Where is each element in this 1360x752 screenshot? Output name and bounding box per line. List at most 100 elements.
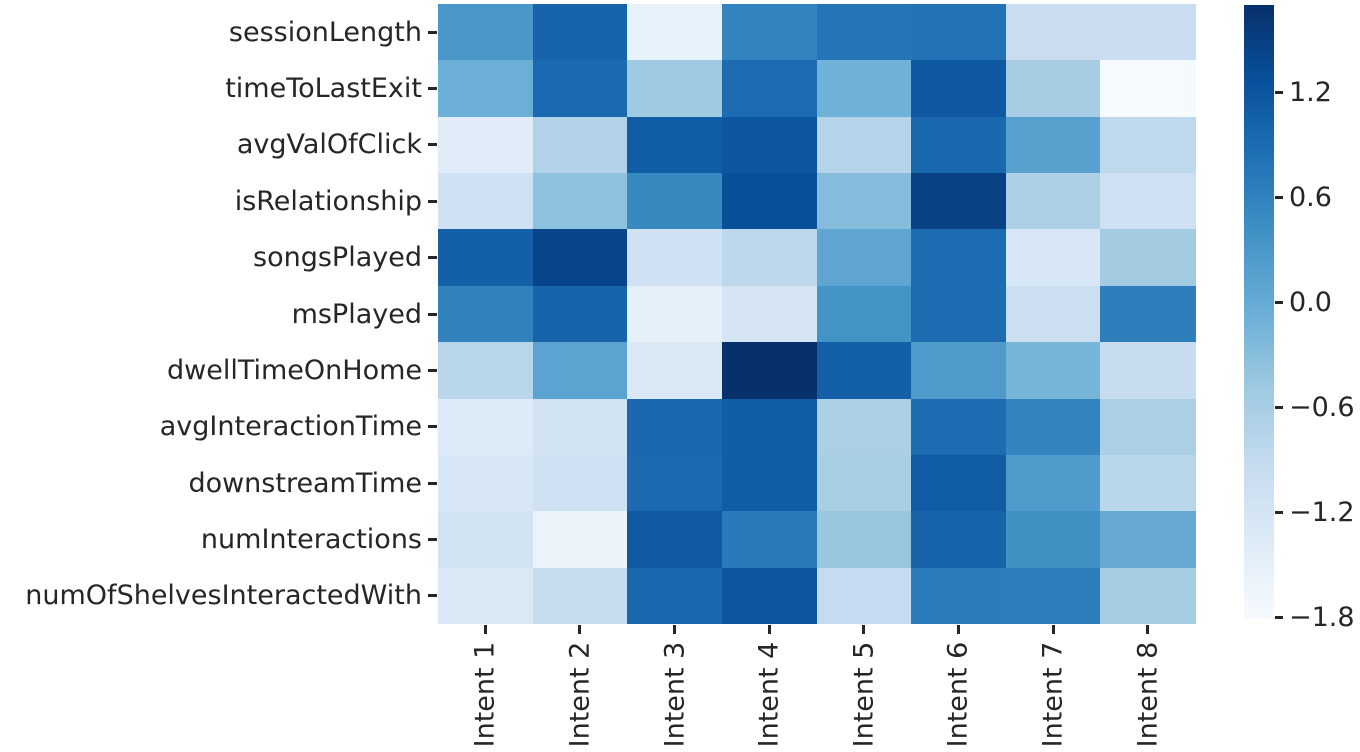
colorbar-tick-label: −1.8: [1289, 601, 1355, 633]
heatmap-cell: [1005, 116, 1101, 174]
y-tick-mark: [428, 537, 437, 541]
heatmap-cell: [438, 4, 534, 61]
y-tick-label: avgInteractionTime: [159, 411, 422, 443]
x-tick-mark: [1051, 625, 1055, 634]
y-tick-label: avgValOfClick: [236, 129, 422, 161]
heatmap-cell: [911, 511, 1007, 569]
heatmap-cell: [627, 60, 723, 118]
heatmap-cell: [627, 173, 723, 230]
heatmap-cell: [816, 4, 912, 61]
y-tick-label: timeToLastExit: [225, 73, 422, 105]
heatmap-cell: [1100, 285, 1196, 343]
colorbar: [1244, 5, 1274, 619]
heatmap-cell: [532, 567, 628, 625]
heatmap-cell: [1005, 60, 1101, 118]
heatmap-cell: [438, 173, 534, 230]
heatmap-cell: [438, 229, 534, 287]
heatmap-cell: [721, 454, 817, 512]
colorbar-tick-mark: [1275, 300, 1283, 304]
x-tick-label: Intent 3: [658, 641, 690, 747]
heatmap-cell: [816, 398, 912, 456]
heatmap-cell: [627, 454, 723, 512]
heatmap-cell: [1005, 398, 1101, 456]
x-tick-label: Intent 6: [942, 641, 974, 747]
heatmap-cell: [438, 398, 534, 456]
heatmap-cell: [1100, 116, 1196, 174]
heatmap-cell: [438, 60, 534, 118]
heatmap-cell: [911, 567, 1007, 625]
heatmap-cell: [816, 342, 912, 400]
heatmap-cell: [438, 454, 534, 512]
x-tick-label: Intent 2: [564, 641, 596, 747]
y-tick-mark: [428, 256, 437, 260]
heatmap-cell: [532, 454, 628, 512]
heatmap-cell: [911, 454, 1007, 512]
y-tick-label: numInteractions: [200, 523, 422, 555]
colorbar-tick-mark: [1275, 90, 1283, 94]
heatmap-cell: [532, 4, 628, 61]
colorbar-tick-label: 0.6: [1289, 181, 1332, 213]
y-tick-label: numOfShelvesInteractedWith: [25, 580, 422, 612]
x-tick-mark: [767, 625, 771, 634]
heatmap-cell: [627, 567, 723, 625]
heatmap-cell: [1100, 60, 1196, 118]
colorbar-tick-label: −0.6: [1289, 391, 1355, 423]
heatmap-cell: [627, 398, 723, 456]
y-tick-mark: [428, 594, 437, 598]
y-tick-mark: [428, 368, 437, 372]
heatmap-cell: [721, 567, 817, 625]
colorbar-tick-label: 1.2: [1289, 76, 1332, 108]
heatmap-cell: [532, 60, 628, 118]
heatmap-cell: [816, 229, 912, 287]
heatmap-cell: [1005, 173, 1101, 230]
y-tick-mark: [428, 425, 437, 429]
colorbar-tick-mark: [1275, 510, 1283, 514]
y-tick-label: msPlayed: [291, 298, 422, 330]
x-tick-mark: [1146, 625, 1150, 634]
y-tick-mark: [428, 199, 437, 203]
heatmap-cell: [721, 60, 817, 118]
heatmap-cell: [1005, 285, 1101, 343]
heatmap-cell: [911, 229, 1007, 287]
heatmap-cell: [1100, 229, 1196, 287]
heatmap-cell: [627, 342, 723, 400]
heatmap-cell: [911, 398, 1007, 456]
heatmap-cell: [532, 229, 628, 287]
heatmap-cell: [1100, 567, 1196, 625]
heatmap-cell: [627, 116, 723, 174]
heatmap-cell: [721, 342, 817, 400]
x-tick-mark: [956, 625, 960, 634]
heatmap-cell: [1100, 511, 1196, 569]
heatmap-cell: [911, 342, 1007, 400]
heatmap-cell: [627, 511, 723, 569]
heatmap-cell: [532, 173, 628, 230]
y-tick-label: isRelationship: [234, 185, 422, 217]
x-tick-label: Intent 5: [848, 641, 880, 747]
heatmap-cell: [911, 285, 1007, 343]
colorbar-tick-mark: [1275, 615, 1283, 619]
x-tick-mark: [862, 625, 866, 634]
heatmap-cell: [1100, 173, 1196, 230]
heatmap-cell: [627, 285, 723, 343]
y-tick-mark: [428, 312, 437, 316]
heatmap-cell: [816, 60, 912, 118]
colorbar-tick-mark: [1275, 405, 1283, 409]
heatmap-cell: [1005, 4, 1101, 61]
heatmap-cell: [816, 567, 912, 625]
y-tick-mark: [428, 87, 437, 91]
heatmap-cell: [816, 454, 912, 512]
x-tick-mark: [578, 625, 582, 634]
y-tick-label: sessionLength: [228, 16, 422, 48]
x-tick-mark: [673, 625, 677, 634]
heatmap-cell: [911, 60, 1007, 118]
y-tick-mark: [428, 143, 437, 147]
colorbar-tick-label: −1.2: [1289, 496, 1355, 528]
y-tick-label: downstreamTime: [188, 467, 422, 499]
heatmap-cell: [816, 285, 912, 343]
heatmap-cell: [721, 173, 817, 230]
heatmap-cell: [532, 285, 628, 343]
heatmap-cell: [816, 511, 912, 569]
x-tick-label: Intent 1: [469, 641, 501, 747]
heatmap-cell: [1005, 454, 1101, 512]
heatmap-cell: [1100, 454, 1196, 512]
